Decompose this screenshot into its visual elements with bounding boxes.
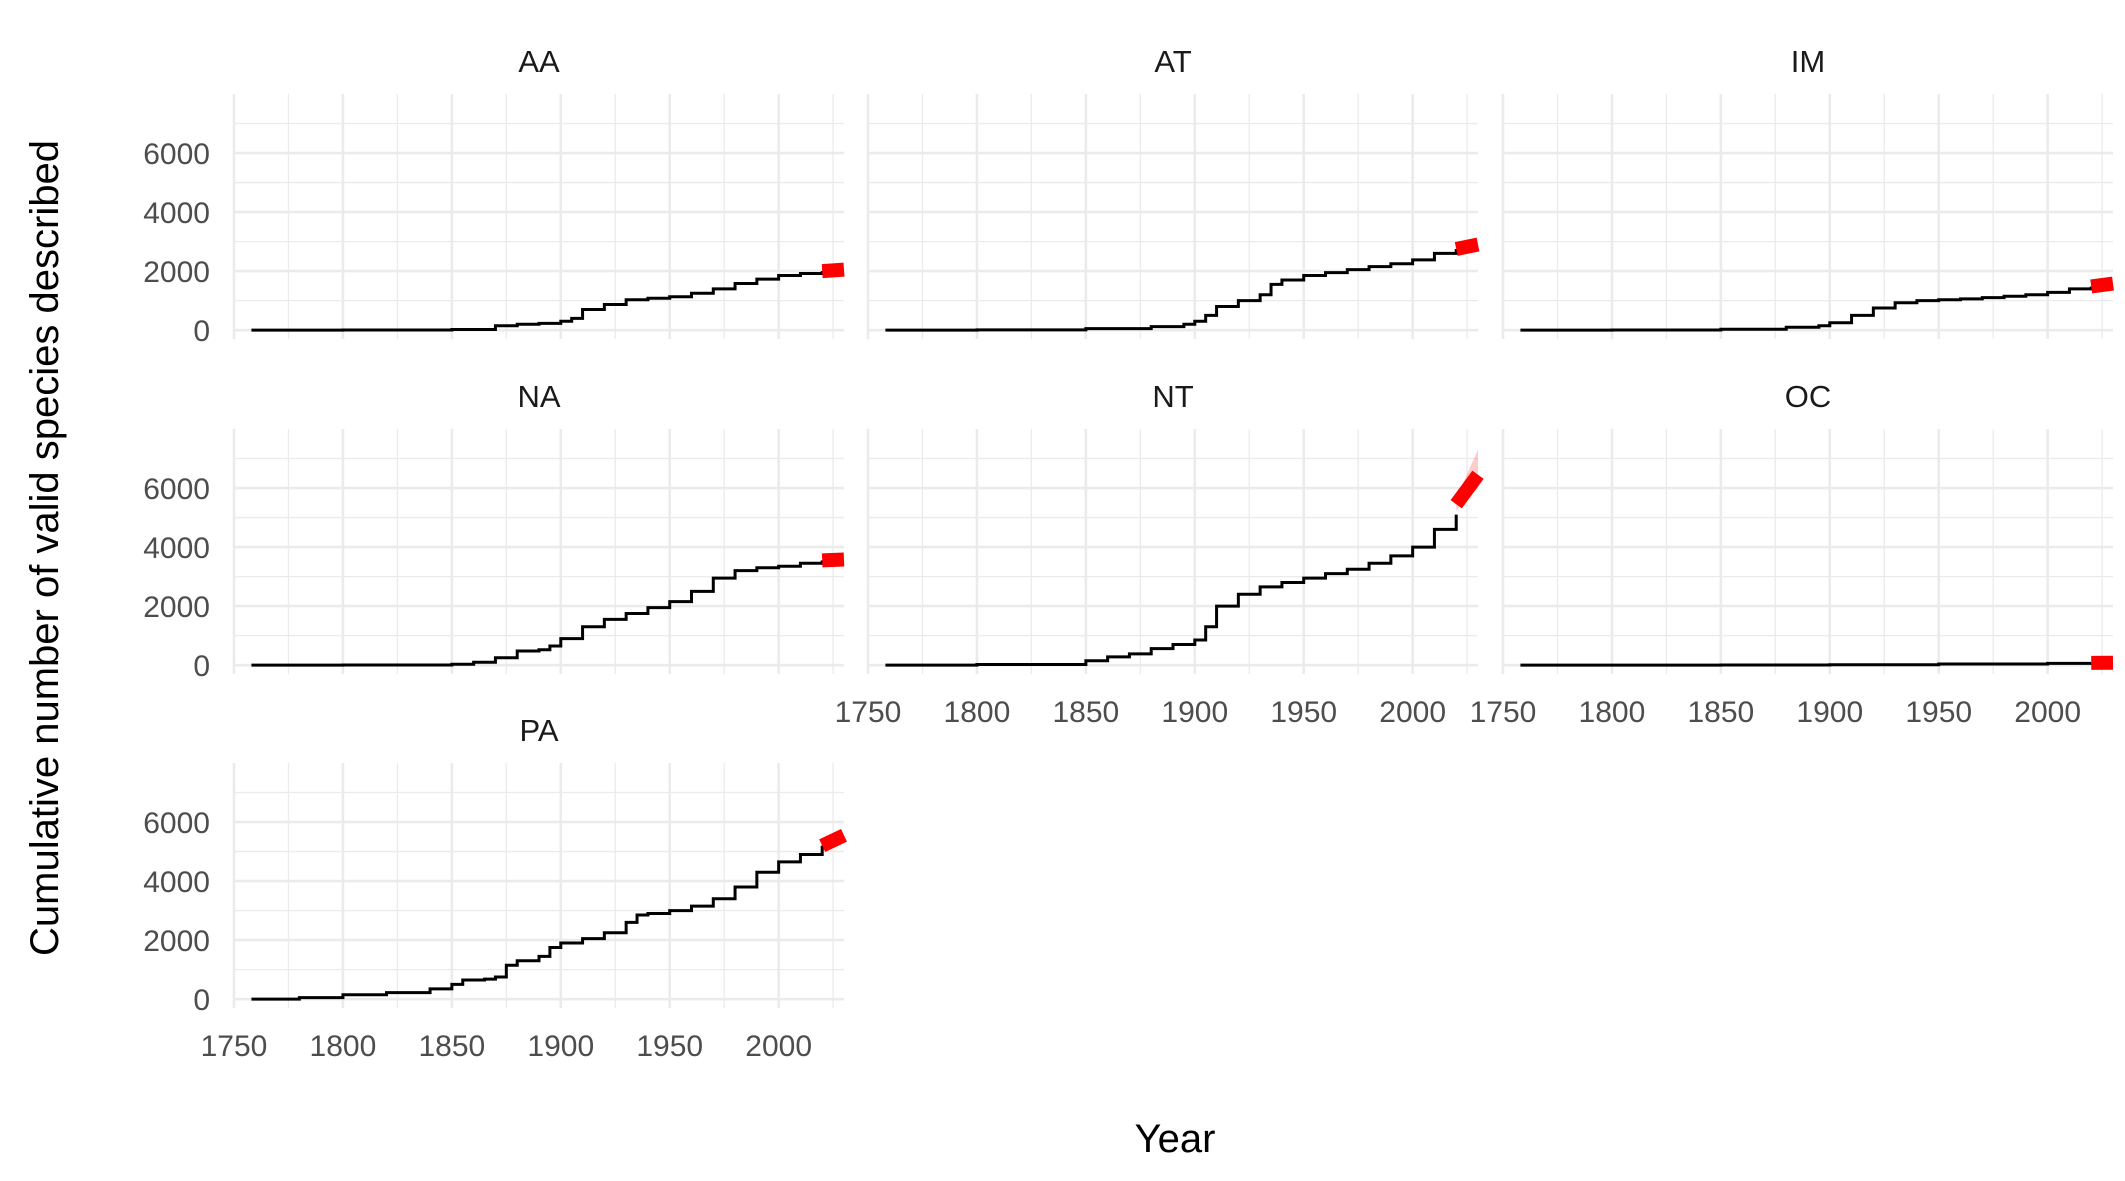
y-tick-label: 4000 (143, 197, 210, 230)
series-line-projection (819, 828, 847, 852)
series-line-observed (1520, 661, 2093, 667)
series-line-projection (1454, 237, 1480, 256)
series-line-observed (251, 271, 824, 332)
y-axis-title: Cumulative number of valid species descr… (23, 140, 67, 956)
x-tick-label: 1900 (1161, 696, 1228, 729)
panel-title: AT (1154, 44, 1191, 79)
series-line-projection (2090, 276, 2114, 294)
x-tick-label: 1950 (1905, 696, 1972, 729)
panel-nt: NT 1750 1800 1850 1900 1950 2000 (835, 379, 1484, 729)
series-line-projection (821, 262, 845, 279)
y-tick-label: 0 (193, 984, 210, 1017)
panel-aa: AA 0 2000 4000 6000 (143, 44, 845, 348)
y-tick-label: 6000 (143, 807, 210, 840)
y-tick-label: 2000 (143, 925, 210, 958)
x-tick-label: 1850 (1052, 696, 1119, 729)
x-tick-label: 2000 (2014, 696, 2081, 729)
series-line-observed (1520, 286, 2093, 332)
panel-title: AA (518, 44, 560, 79)
y-tick-label: 4000 (143, 532, 210, 565)
y-tick-label: 2000 (143, 591, 210, 624)
series-line-projection (1450, 470, 1484, 509)
x-tick-label: 1750 (1470, 696, 1537, 729)
x-tick-label: 1950 (636, 1030, 703, 1063)
x-tick-label: 1800 (1579, 696, 1646, 729)
panel-title: IM (1791, 44, 1825, 79)
x-tick-label: 1750 (835, 696, 902, 729)
y-tick-label: 6000 (143, 473, 210, 506)
panel-pa: PA 0 2000 4000 6000 1750 1800 1850 1900 1950 2000 (143, 713, 847, 1063)
y-tick-label: 6000 (143, 138, 210, 171)
series-line-projection (821, 552, 845, 568)
panel-na: NA 0 2000 4000 6000 (143, 379, 845, 683)
x-tick-label: 1800 (944, 696, 1011, 729)
panel-oc: OC 1750 1800 1850 1900 1950 2000 (1470, 379, 2114, 729)
panel-im: IM (1501, 44, 2114, 339)
x-tick-label: 1950 (1270, 696, 1337, 729)
x-tick-label: 1850 (418, 1030, 485, 1063)
x-tick-label: 1900 (527, 1030, 594, 1063)
y-tick-label: 4000 (143, 866, 210, 899)
y-tick-label: 2000 (143, 256, 210, 289)
x-tick-label: 1900 (1796, 696, 1863, 729)
x-tick-label: 1750 (201, 1030, 268, 1063)
panel-title: OC (1785, 379, 1832, 414)
y-tick-label: 0 (193, 650, 210, 683)
series-line-observed (251, 845, 824, 1001)
x-tick-label: 2000 (745, 1030, 812, 1063)
x-tick-label: 1850 (1687, 696, 1754, 729)
panel-at: AT (866, 44, 1480, 339)
x-tick-label: 2000 (1379, 696, 1446, 729)
panel-title: NT (1152, 379, 1193, 414)
series-line-observed (885, 248, 1458, 332)
series-line-observed (251, 560, 824, 667)
x-tick-label: 1800 (310, 1030, 377, 1063)
series-line-observed (885, 514, 1458, 667)
y-tick-label: 0 (193, 315, 210, 348)
panel-title: PA (519, 713, 558, 748)
x-axis-title: Year (1135, 1117, 1216, 1161)
panel-title: NA (517, 379, 560, 414)
